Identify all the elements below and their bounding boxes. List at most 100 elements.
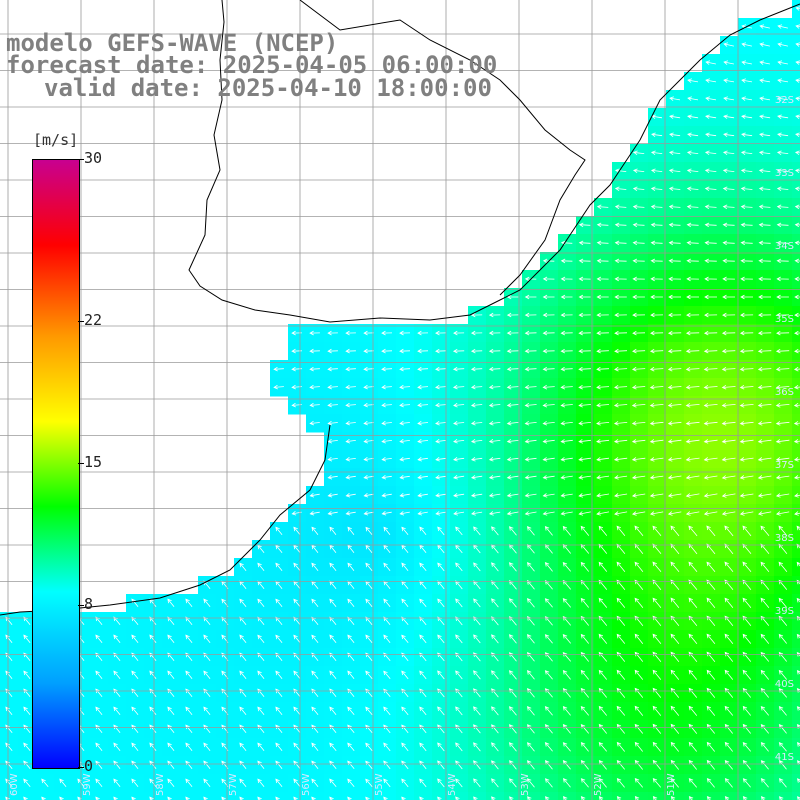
wind-arrow	[706, 759, 716, 770]
wind-arrow	[596, 276, 609, 282]
wind-arrow	[275, 778, 283, 788]
wind-arrow	[723, 42, 734, 47]
wind-arrow	[185, 742, 193, 752]
wind-arrow	[383, 598, 391, 608]
wind-arrow	[365, 634, 373, 644]
wind-arrow	[795, 24, 800, 29]
wind-cell	[666, 792, 685, 800]
wind-arrow	[650, 258, 663, 264]
wind-cell	[792, 54, 800, 73]
wind-arrow	[652, 669, 662, 680]
wind-cell	[684, 792, 703, 800]
wind-arrow	[381, 366, 393, 372]
wind-arrow	[347, 526, 355, 535]
wind-cell	[522, 792, 541, 800]
wind-arrow	[686, 204, 699, 210]
wind-arrow	[795, 132, 800, 138]
wind-arrow	[542, 384, 555, 390]
wind-cell	[342, 792, 361, 800]
wind-arrow	[562, 778, 571, 788]
wind-arrow	[95, 778, 103, 788]
wind-arrow	[524, 475, 537, 480]
wind-arrow	[704, 150, 717, 156]
wind-arrow	[311, 688, 319, 698]
wind-arrow	[685, 439, 700, 444]
wind-arrow	[613, 402, 628, 408]
wind-arrow	[758, 276, 771, 282]
wind-arrow	[685, 403, 700, 408]
wind-arrow	[794, 258, 800, 264]
longitude-label: 55W	[374, 773, 385, 796]
wind-arrow	[776, 240, 789, 246]
wind-arrow	[437, 670, 445, 680]
wind-arrow	[509, 760, 517, 770]
wind-arrow	[257, 778, 265, 788]
wind-arrow	[293, 778, 301, 788]
wind-arrow	[365, 706, 373, 716]
wind-arrow	[649, 366, 664, 372]
wind-arrow	[614, 294, 627, 300]
wind-arrow	[453, 474, 465, 480]
wind-arrow	[741, 42, 752, 47]
wind-arrow	[685, 511, 700, 516]
wind-arrow	[687, 96, 699, 101]
wind-arrow	[470, 348, 483, 354]
wind-arrow	[239, 634, 247, 644]
latitude-label: 36S	[774, 387, 794, 398]
wind-arrow	[667, 475, 682, 480]
wind-arrow	[614, 186, 627, 192]
wind-arrow	[721, 475, 736, 480]
wind-arrow	[578, 312, 591, 318]
wind-arrow	[347, 778, 355, 788]
wind-arrow	[185, 670, 193, 680]
wind-arrow	[632, 330, 646, 336]
wind-arrow	[311, 742, 319, 752]
wind-arrow	[560, 294, 573, 300]
wind-arrow	[703, 457, 718, 462]
wind-arrow	[95, 706, 103, 716]
wind-arrow	[417, 402, 429, 408]
wind-arrow	[327, 420, 338, 426]
wind-arrow	[704, 240, 717, 246]
wind-arrow	[778, 651, 788, 662]
wind-arrow	[670, 759, 680, 770]
wind-cell	[18, 792, 37, 800]
wind-arrow	[311, 598, 319, 607]
colorbar-tick-mark	[78, 321, 84, 323]
wind-cell	[468, 792, 487, 800]
wind-arrow	[739, 475, 754, 480]
wind-arrow	[686, 222, 699, 228]
wind-arrow	[257, 742, 265, 752]
wind-arrow	[560, 475, 573, 480]
wind-arrow	[329, 562, 337, 571]
wind-arrow	[632, 312, 646, 318]
wind-arrow	[688, 597, 698, 609]
wind-arrow	[560, 312, 573, 318]
wind-arrow	[722, 240, 735, 246]
wind-cell	[180, 792, 199, 800]
wind-arrow	[794, 222, 800, 228]
wind-arrow	[435, 456, 447, 462]
wind-arrow	[542, 402, 555, 408]
wind-arrow	[544, 598, 553, 608]
wind-arrow	[634, 669, 644, 680]
wind-arrow	[616, 669, 626, 680]
wind-arrow	[721, 330, 736, 336]
wind-arrow	[365, 742, 373, 752]
wind-arrow	[670, 705, 680, 716]
wind-arrow	[399, 511, 410, 516]
wind-arrow	[131, 688, 139, 698]
wind-arrow	[435, 474, 447, 480]
wind-arrow	[758, 312, 772, 318]
wind-arrow	[724, 741, 734, 752]
wind-arrow	[580, 525, 590, 536]
wind-arrow	[686, 276, 699, 282]
wind-arrow	[578, 222, 591, 228]
wind-arrow	[614, 384, 628, 390]
wind-cell	[792, 630, 800, 649]
wind-arrow	[580, 778, 589, 788]
wind-arrow	[616, 597, 626, 608]
wind-arrow	[778, 760, 787, 770]
wind-arrow	[795, 60, 800, 65]
wind-arrow	[59, 778, 67, 788]
